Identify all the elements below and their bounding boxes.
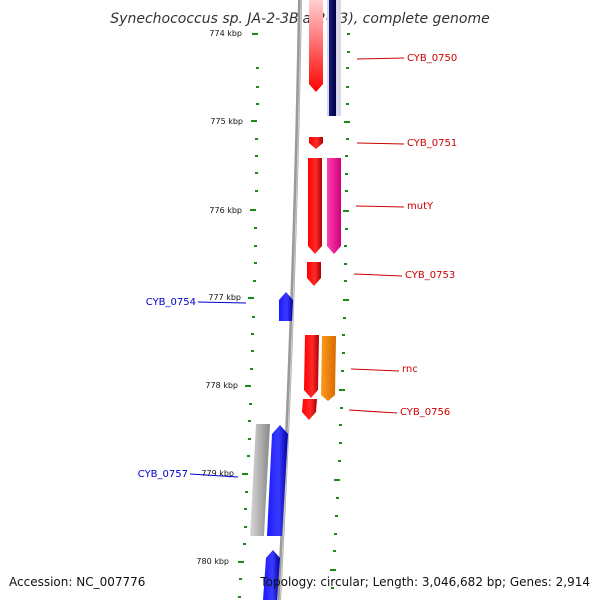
- cds-cyb0751[interactable]: [309, 137, 323, 149]
- reverse-strand-features: [263, 292, 293, 600]
- cog-bar-cyb0750[interactable]: [329, 0, 336, 116]
- tick-label-778: 778 kbp: [205, 381, 238, 390]
- gene-label-cyb0753[interactable]: CYB_0753: [405, 270, 455, 281]
- cog-bar-muty[interactable]: [327, 158, 341, 254]
- forward-strand-features: [302, 0, 323, 420]
- tick-label-780: 780 kbp: [196, 557, 229, 566]
- gene-label-cyb0756[interactable]: CYB_0756: [400, 407, 450, 418]
- tick-label-776: 776 kbp: [209, 206, 242, 215]
- gene-label-muty[interactable]: mutY: [407, 201, 434, 212]
- left-label-leaders: [189, 301, 247, 478]
- cds-cyb0753[interactable]: [307, 262, 321, 286]
- cds-cyb0757[interactable]: [267, 425, 288, 536]
- tick-label-774: 774 kbp: [209, 29, 242, 38]
- outer-tick-ring: [330, 33, 350, 589]
- accession-text: Accession: NC_007776: [9, 575, 145, 589]
- gene-label-cyb0750[interactable]: CYB_0750: [407, 53, 457, 64]
- genome-backbone-highlight: [279, 0, 302, 600]
- right-label-leaders: [348, 57, 405, 414]
- gene-label-cyb0754[interactable]: CYB_0754: [146, 297, 196, 308]
- cog-track: [321, 0, 341, 401]
- tick-label-779: 779 kbp: [201, 469, 234, 478]
- tick-label-777: 777 kbp: [208, 293, 241, 302]
- cog-bar-cyb0757[interactable]: [250, 424, 270, 536]
- cds-muty[interactable]: [308, 158, 322, 254]
- inner-tick-ring: [238, 33, 259, 598]
- gene-label-cyb0751[interactable]: CYB_0751: [407, 138, 457, 149]
- cds-cyb0754[interactable]: [279, 292, 293, 321]
- cds-partial-bottom[interactable]: [263, 550, 280, 600]
- cds-cyb0756[interactable]: [302, 399, 317, 420]
- tick-label-775: 775 kbp: [210, 117, 243, 126]
- cds-rnc[interactable]: [304, 335, 319, 398]
- cds-cyb0750[interactable]: [309, 0, 323, 92]
- gene-label-rnc[interactable]: rnc: [402, 364, 418, 375]
- genome-summary-text: Topology: circular; Length: 3,046,682 bp…: [259, 575, 590, 589]
- gene-label-cyb0757[interactable]: CYB_0757: [138, 469, 188, 480]
- cog-bar-rnc[interactable]: [321, 336, 336, 401]
